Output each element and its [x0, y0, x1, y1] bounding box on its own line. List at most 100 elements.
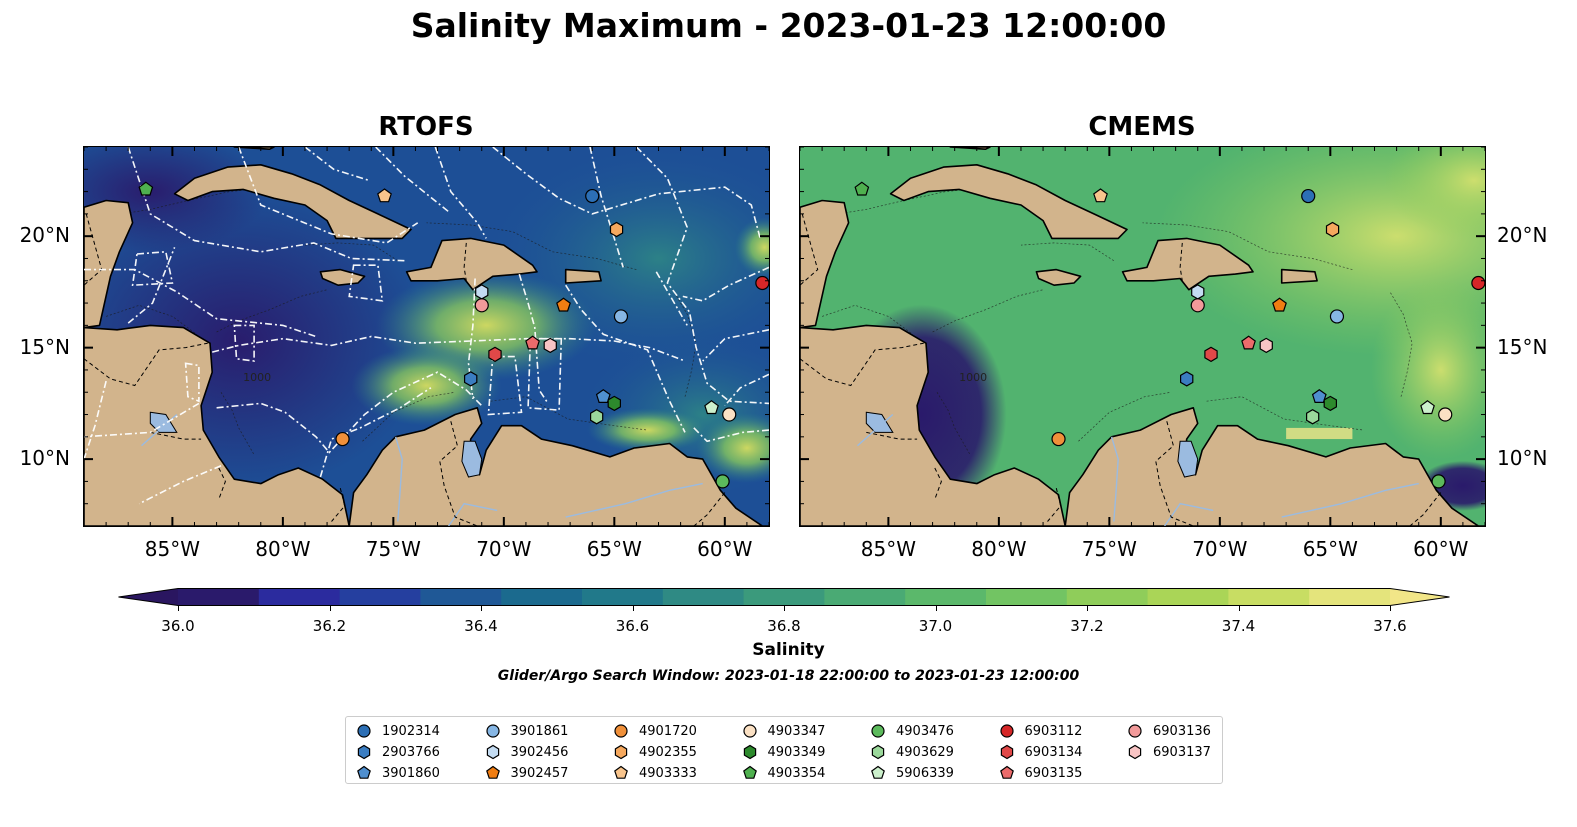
colorbar-segment	[1228, 588, 1310, 606]
legend-marker-4903354	[742, 765, 757, 779]
colorbar-tick-label: 37.2	[1070, 617, 1104, 635]
hexagon-marker-icon	[1128, 744, 1142, 760]
x-tick-label: 80°W	[971, 537, 1027, 561]
float-marker-3901861-rtofs	[613, 309, 629, 324]
pentagon-marker-icon	[871, 765, 885, 779]
legend-marker-3901860	[357, 765, 371, 779]
colorbar-tick-mark	[481, 606, 482, 611]
float-marker-4903476-rtofs	[715, 474, 730, 489]
hexagon-marker-icon	[1000, 744, 1013, 760]
legend-item: 3902457	[485, 763, 568, 783]
legend-marker-1902314	[357, 724, 371, 738]
colorbar-segment	[1066, 588, 1149, 606]
float-marker-4903349-cmems	[1323, 395, 1338, 412]
colorbar-segment	[743, 588, 825, 606]
float-marker-4903349-rtofs	[607, 395, 622, 412]
legend-label: 5906339	[896, 765, 954, 781]
float-marker-4901720-cmems	[1051, 431, 1066, 447]
legend-label: 4903333	[639, 765, 697, 781]
colorbar-tick-mark	[1087, 606, 1088, 611]
float-marker-6903137-cmems	[1259, 337, 1273, 354]
legend-marker-4903349	[743, 744, 756, 760]
float-marker-3901860-cmems	[1311, 388, 1327, 403]
x-tick-label: 85°W	[860, 537, 916, 561]
colorbar-segment	[501, 588, 583, 606]
search-window-text: Glider/Argo Search Window: 2023-01-18 22…	[497, 668, 1080, 684]
cmems-map: 1000	[799, 146, 1486, 527]
legend-item: 3902456	[485, 742, 568, 762]
float-marker-6903135-cmems	[1241, 335, 1256, 350]
legend-item: 6903134	[999, 742, 1082, 762]
legend-label: 4902355	[639, 744, 697, 760]
colorbar-segment	[178, 588, 260, 606]
float-marker-5906339-cmems	[1420, 400, 1435, 415]
hexagon-marker-icon	[871, 744, 885, 760]
float-marker-1902314-rtofs	[585, 188, 600, 204]
colorbar-tick-mark	[1390, 606, 1391, 611]
circle-marker-icon	[999, 724, 1014, 738]
legend-label: 6903135	[1024, 765, 1083, 781]
legend-item: 2903766	[356, 742, 440, 762]
float-marker-3902457-rtofs	[556, 297, 571, 312]
hexagon-marker-icon	[486, 744, 499, 760]
hexagon-marker-icon	[357, 744, 371, 760]
y-tick-label-left: 20°N	[19, 223, 70, 248]
legend-item: 3901860	[356, 763, 440, 783]
float-marker-4903347-cmems	[1438, 407, 1453, 422]
colorbar-tick-mark	[1238, 606, 1240, 611]
legend-marker-4903629	[871, 744, 885, 760]
contour-label: 1000	[959, 371, 987, 384]
legend-item: 4903629	[870, 742, 954, 762]
legend-label: 4903476	[896, 723, 954, 739]
legend-label: 6903112	[1024, 723, 1083, 739]
colorbar-tick-label: 37.4	[1221, 617, 1256, 635]
x-tick-label: 60°W	[1413, 537, 1469, 561]
colorbar-tick-label: 36.8	[767, 617, 801, 635]
legend-item: 4903347	[742, 721, 825, 741]
legend-marker-4902355	[614, 744, 628, 760]
legend-label: 3901861	[510, 723, 569, 739]
legend-item: 4901720	[613, 721, 697, 741]
colorbar-segment	[339, 588, 421, 606]
colorbar-segment	[258, 588, 341, 606]
x-tick-label: 70°W	[476, 537, 532, 561]
legend-item: 4903354	[742, 763, 825, 783]
float-marker-3902456-cmems	[1191, 284, 1205, 300]
legend-item: 5906339	[870, 763, 954, 783]
legend-item: 4902355	[613, 742, 697, 762]
float-marker-6903134-cmems	[1204, 346, 1218, 363]
legend-marker-6903134	[1000, 744, 1013, 760]
legend-marker-3901861	[485, 724, 500, 738]
panel-title-rtofs: RTOFS	[378, 112, 474, 142]
legend-marker-6903112	[999, 724, 1014, 738]
x-tick-label: 75°W	[1081, 537, 1137, 561]
legend-label: 2903766	[382, 744, 440, 760]
circle-marker-icon	[614, 724, 628, 738]
float-marker-2903766-rtofs	[464, 371, 478, 387]
float-marker-1902314-cmems	[1301, 188, 1316, 204]
legend-label: 3901860	[382, 765, 440, 781]
colorbar-tick-label: 36.4	[464, 617, 498, 635]
legend-item: 6903135	[999, 763, 1083, 783]
circle-marker-icon	[357, 724, 371, 738]
hexagon-marker-icon	[743, 744, 756, 760]
float-marker-3901861-cmems	[1329, 309, 1345, 324]
float-marker-4903629-cmems	[1306, 409, 1320, 425]
y-tick-label-right: 20°N	[1497, 223, 1548, 248]
colorbar-label: Salinity	[752, 640, 825, 660]
colorbar-tick-label: 37.6	[1373, 617, 1407, 635]
float-marker-4903333-rtofs	[377, 188, 392, 203]
legend-marker-4903333	[614, 765, 628, 779]
x-tick-label: 60°W	[697, 537, 753, 561]
legend-label: 4903629	[896, 744, 954, 760]
colorbar-segment	[824, 588, 906, 606]
x-tick-label: 85°W	[144, 537, 200, 561]
x-tick-label: 65°W	[1302, 537, 1358, 561]
colorbar-tick-label: 37.0	[918, 617, 953, 635]
float-marker-4901720-rtofs	[335, 431, 350, 447]
float-marker-6903112-cmems	[1471, 275, 1485, 291]
legend-marker-3902457	[485, 765, 500, 779]
float-marker-6903136-rtofs	[474, 298, 489, 313]
circle-marker-icon	[742, 724, 757, 738]
contour-label: 1000	[243, 371, 271, 384]
